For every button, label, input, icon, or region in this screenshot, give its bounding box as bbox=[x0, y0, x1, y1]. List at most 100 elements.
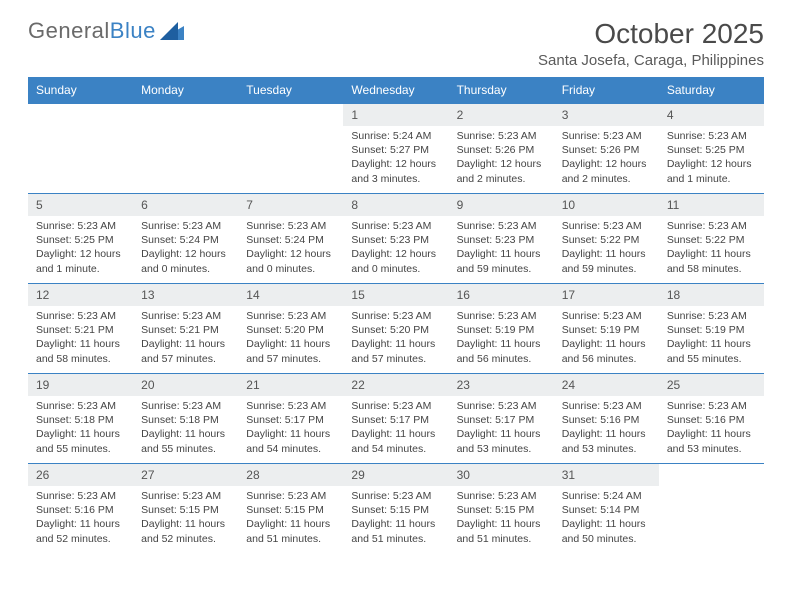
day-cell: 23Sunrise: 5:23 AMSunset: 5:17 PMDayligh… bbox=[449, 374, 554, 464]
daylight-text: Daylight: 11 hours and 57 minutes. bbox=[246, 337, 335, 365]
sunrise-text: Sunrise: 5:23 AM bbox=[36, 219, 125, 233]
logo-word-2: Blue bbox=[110, 18, 156, 43]
day-cell: 10Sunrise: 5:23 AMSunset: 5:22 PMDayligh… bbox=[554, 194, 659, 284]
logo-triangle-icon bbox=[160, 22, 184, 40]
daylight-text: Daylight: 11 hours and 59 minutes. bbox=[457, 247, 546, 275]
day-body: Sunrise: 5:23 AMSunset: 5:19 PMDaylight:… bbox=[659, 306, 764, 370]
sunset-text: Sunset: 5:19 PM bbox=[562, 323, 651, 337]
sunset-text: Sunset: 5:19 PM bbox=[667, 323, 756, 337]
sunset-text: Sunset: 5:26 PM bbox=[562, 143, 651, 157]
day-number: 8 bbox=[343, 194, 448, 216]
day-header-tue: Tuesday bbox=[238, 77, 343, 104]
sunset-text: Sunset: 5:16 PM bbox=[667, 413, 756, 427]
day-cell: 26Sunrise: 5:23 AMSunset: 5:16 PMDayligh… bbox=[28, 464, 133, 554]
sunrise-text: Sunrise: 5:23 AM bbox=[246, 489, 335, 503]
sunrise-text: Sunrise: 5:23 AM bbox=[141, 489, 230, 503]
sunset-text: Sunset: 5:25 PM bbox=[667, 143, 756, 157]
day-number: 2 bbox=[449, 104, 554, 126]
sunset-text: Sunset: 5:23 PM bbox=[351, 233, 440, 247]
sunrise-text: Sunrise: 5:23 AM bbox=[562, 219, 651, 233]
daylight-text: Daylight: 11 hours and 54 minutes. bbox=[351, 427, 440, 455]
sunrise-text: Sunrise: 5:23 AM bbox=[141, 219, 230, 233]
day-number: 7 bbox=[238, 194, 343, 216]
day-cell bbox=[238, 104, 343, 194]
sunrise-text: Sunrise: 5:24 AM bbox=[351, 129, 440, 143]
day-body: Sunrise: 5:23 AMSunset: 5:20 PMDaylight:… bbox=[238, 306, 343, 370]
calendar-table: Sunday Monday Tuesday Wednesday Thursday… bbox=[28, 77, 764, 554]
day-body: Sunrise: 5:23 AMSunset: 5:24 PMDaylight:… bbox=[133, 216, 238, 280]
day-number: 13 bbox=[133, 284, 238, 306]
sunrise-text: Sunrise: 5:23 AM bbox=[457, 309, 546, 323]
daylight-text: Daylight: 11 hours and 55 minutes. bbox=[667, 337, 756, 365]
day-header-thu: Thursday bbox=[449, 77, 554, 104]
day-cell: 15Sunrise: 5:23 AMSunset: 5:20 PMDayligh… bbox=[343, 284, 448, 374]
title-block: October 2025 Santa Josefa, Caraga, Phili… bbox=[538, 18, 764, 69]
day-number: 17 bbox=[554, 284, 659, 306]
day-cell: 11Sunrise: 5:23 AMSunset: 5:22 PMDayligh… bbox=[659, 194, 764, 284]
day-cell bbox=[133, 104, 238, 194]
sunset-text: Sunset: 5:20 PM bbox=[246, 323, 335, 337]
day-cell: 29Sunrise: 5:23 AMSunset: 5:15 PMDayligh… bbox=[343, 464, 448, 554]
day-number: 29 bbox=[343, 464, 448, 486]
daylight-text: Daylight: 11 hours and 58 minutes. bbox=[667, 247, 756, 275]
day-number: 26 bbox=[28, 464, 133, 486]
sunset-text: Sunset: 5:23 PM bbox=[457, 233, 546, 247]
day-body: Sunrise: 5:23 AMSunset: 5:21 PMDaylight:… bbox=[133, 306, 238, 370]
day-cell: 19Sunrise: 5:23 AMSunset: 5:18 PMDayligh… bbox=[28, 374, 133, 464]
day-number: 1 bbox=[343, 104, 448, 126]
day-number: 6 bbox=[133, 194, 238, 216]
sunset-text: Sunset: 5:24 PM bbox=[141, 233, 230, 247]
location-subtitle: Santa Josefa, Caraga, Philippines bbox=[538, 52, 764, 69]
daylight-text: Daylight: 11 hours and 56 minutes. bbox=[457, 337, 546, 365]
day-cell: 7Sunrise: 5:23 AMSunset: 5:24 PMDaylight… bbox=[238, 194, 343, 284]
day-number: 9 bbox=[449, 194, 554, 216]
daylight-text: Daylight: 11 hours and 51 minutes. bbox=[457, 517, 546, 545]
sunset-text: Sunset: 5:17 PM bbox=[351, 413, 440, 427]
sunset-text: Sunset: 5:22 PM bbox=[562, 233, 651, 247]
sunrise-text: Sunrise: 5:23 AM bbox=[351, 219, 440, 233]
day-body: Sunrise: 5:23 AMSunset: 5:24 PMDaylight:… bbox=[238, 216, 343, 280]
day-cell: 3Sunrise: 5:23 AMSunset: 5:26 PMDaylight… bbox=[554, 104, 659, 194]
daylight-text: Daylight: 11 hours and 52 minutes. bbox=[141, 517, 230, 545]
sunrise-text: Sunrise: 5:23 AM bbox=[351, 309, 440, 323]
day-body: Sunrise: 5:23 AMSunset: 5:17 PMDaylight:… bbox=[238, 396, 343, 460]
sunset-text: Sunset: 5:19 PM bbox=[457, 323, 546, 337]
day-body: Sunrise: 5:23 AMSunset: 5:21 PMDaylight:… bbox=[28, 306, 133, 370]
daylight-text: Daylight: 11 hours and 51 minutes. bbox=[351, 517, 440, 545]
sunset-text: Sunset: 5:15 PM bbox=[141, 503, 230, 517]
day-body: Sunrise: 5:23 AMSunset: 5:17 PMDaylight:… bbox=[449, 396, 554, 460]
logo: GeneralBlue bbox=[28, 18, 184, 44]
sunset-text: Sunset: 5:16 PM bbox=[562, 413, 651, 427]
sunset-text: Sunset: 5:17 PM bbox=[246, 413, 335, 427]
sunrise-text: Sunrise: 5:23 AM bbox=[667, 219, 756, 233]
day-body: Sunrise: 5:23 AMSunset: 5:25 PMDaylight:… bbox=[659, 126, 764, 190]
day-body: Sunrise: 5:23 AMSunset: 5:26 PMDaylight:… bbox=[554, 126, 659, 190]
sunset-text: Sunset: 5:20 PM bbox=[351, 323, 440, 337]
sunrise-text: Sunrise: 5:23 AM bbox=[246, 399, 335, 413]
daylight-text: Daylight: 11 hours and 50 minutes. bbox=[562, 517, 651, 545]
day-body: Sunrise: 5:23 AMSunset: 5:15 PMDaylight:… bbox=[133, 486, 238, 550]
day-number: 15 bbox=[343, 284, 448, 306]
day-cell: 21Sunrise: 5:23 AMSunset: 5:17 PMDayligh… bbox=[238, 374, 343, 464]
sunrise-text: Sunrise: 5:23 AM bbox=[667, 129, 756, 143]
sunrise-text: Sunrise: 5:23 AM bbox=[562, 309, 651, 323]
day-cell: 14Sunrise: 5:23 AMSunset: 5:20 PMDayligh… bbox=[238, 284, 343, 374]
day-body: Sunrise: 5:23 AMSunset: 5:25 PMDaylight:… bbox=[28, 216, 133, 280]
logo-text: GeneralBlue bbox=[28, 18, 156, 44]
day-cell: 18Sunrise: 5:23 AMSunset: 5:19 PMDayligh… bbox=[659, 284, 764, 374]
week-row: 1Sunrise: 5:24 AMSunset: 5:27 PMDaylight… bbox=[28, 104, 764, 194]
sunset-text: Sunset: 5:15 PM bbox=[246, 503, 335, 517]
day-header-sat: Saturday bbox=[659, 77, 764, 104]
day-number: 28 bbox=[238, 464, 343, 486]
daylight-text: Daylight: 11 hours and 54 minutes. bbox=[246, 427, 335, 455]
day-cell: 4Sunrise: 5:23 AMSunset: 5:25 PMDaylight… bbox=[659, 104, 764, 194]
day-number: 4 bbox=[659, 104, 764, 126]
day-cell: 8Sunrise: 5:23 AMSunset: 5:23 PMDaylight… bbox=[343, 194, 448, 284]
sunset-text: Sunset: 5:15 PM bbox=[457, 503, 546, 517]
sunset-text: Sunset: 5:21 PM bbox=[141, 323, 230, 337]
sunrise-text: Sunrise: 5:23 AM bbox=[667, 309, 756, 323]
day-body: Sunrise: 5:23 AMSunset: 5:23 PMDaylight:… bbox=[343, 216, 448, 280]
day-cell: 6Sunrise: 5:23 AMSunset: 5:24 PMDaylight… bbox=[133, 194, 238, 284]
day-body: Sunrise: 5:23 AMSunset: 5:26 PMDaylight:… bbox=[449, 126, 554, 190]
day-cell: 5Sunrise: 5:23 AMSunset: 5:25 PMDaylight… bbox=[28, 194, 133, 284]
